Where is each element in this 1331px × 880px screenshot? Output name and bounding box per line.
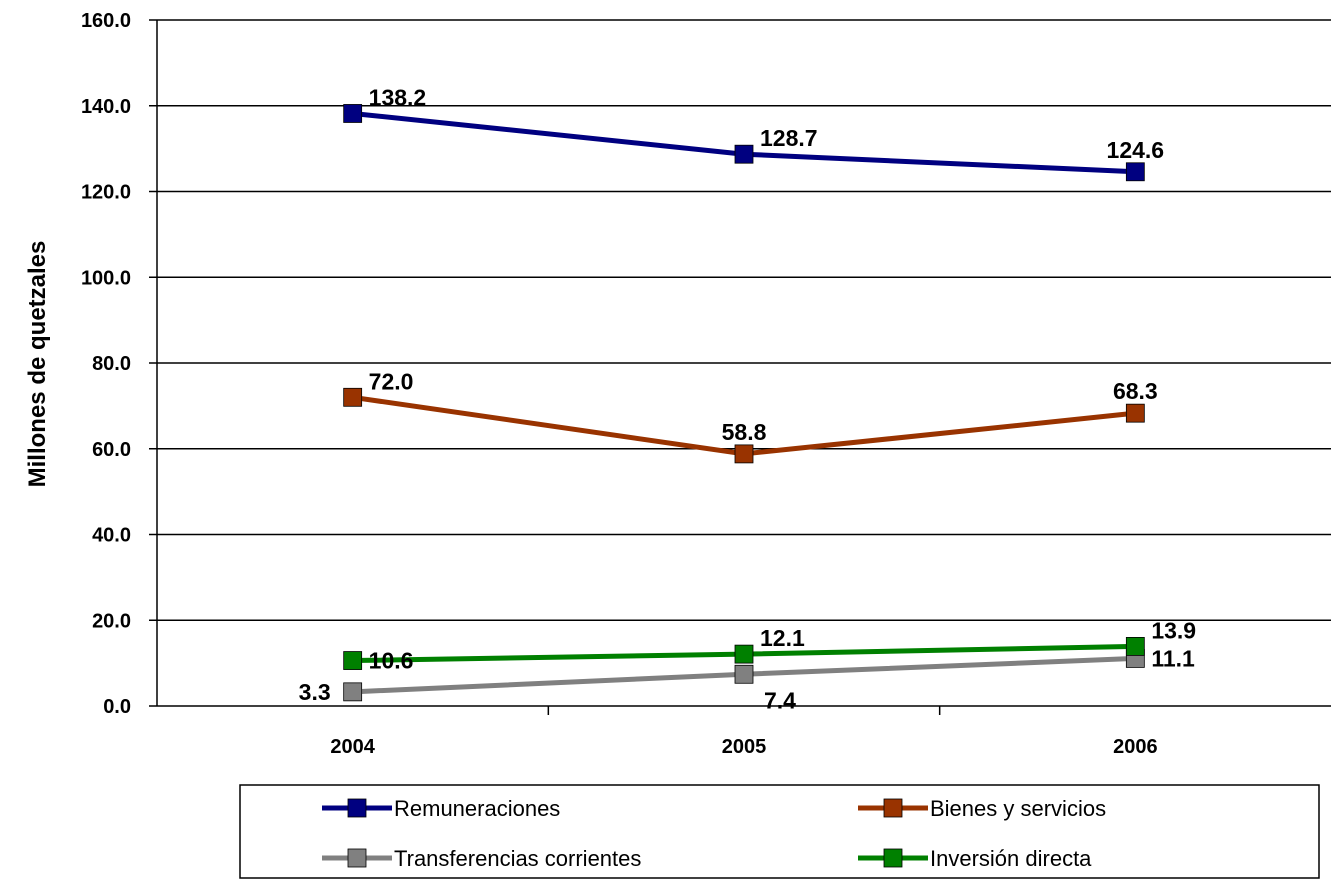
y-tick-label: 120.0 [81, 182, 131, 204]
data-label-remuneraciones: 124.6 [1107, 137, 1165, 163]
y-tick-label: 80.0 [92, 353, 131, 375]
point-inversion [734, 644, 754, 664]
legend-box [239, 784, 1320, 879]
y-tick-label: 100.0 [81, 267, 131, 289]
series [343, 104, 1145, 702]
legend-label-transferencias: Transferencias corrientes [394, 846, 641, 871]
point-bienes [1125, 403, 1145, 423]
data-label-bienes: 68.3 [1113, 378, 1158, 404]
point-bienes [343, 387, 363, 407]
point-transferencias [343, 682, 363, 702]
data-label-inversion: 13.9 [1151, 617, 1196, 643]
point-transferencias [734, 664, 754, 684]
y-tick-label: 0.0 [103, 696, 131, 718]
gridlines [157, 19, 1331, 621]
data-label-transferencias: 11.1 [1151, 645, 1195, 671]
data-label-remuneraciones: 138.2 [369, 84, 427, 110]
y-tick-label: 160.0 [81, 10, 131, 32]
x-tick-label: 2005 [722, 736, 767, 758]
data-label-inversion: 10.6 [369, 648, 414, 674]
x-tick-label: 2006 [1113, 736, 1158, 758]
legend-label-bienes: Bienes y servicios [930, 796, 1106, 821]
legend-marker-bienes [883, 798, 903, 818]
legend-marker-inversion [883, 848, 903, 868]
point-remuneraciones [1125, 162, 1145, 182]
y-tick-label: 20.0 [92, 610, 131, 632]
data-label-transferencias: 3.3 [299, 679, 331, 705]
legend-marker-remuneraciones [347, 798, 367, 818]
data-label-transferencias: 7.4 [764, 687, 796, 713]
data-label-bienes: 58.8 [722, 419, 767, 445]
y-tick-label: 60.0 [92, 439, 131, 461]
data-label-inversion: 12.1 [760, 625, 805, 651]
data-label-bienes: 72.0 [369, 368, 414, 394]
legend-marker-transferencias [347, 848, 367, 868]
legend: Remuneraciones Bienes y servicios Transfer… [239, 784, 1320, 879]
x-tick-label: 2004 [330, 736, 375, 758]
point-remuneraciones [734, 144, 754, 164]
axes: 0.0 20.0 40.0 60.0 80.0 100.0 120.0 140.0 160.0 2… [81, 10, 1331, 758]
data-label-remuneraciones: 128.7 [760, 125, 818, 151]
legend-label-inversion: Inversión directa [930, 846, 1092, 871]
point-inversion [343, 651, 363, 670]
point-inversion [1125, 637, 1145, 656]
data-labels: 138.2 128.7 124.6 72.0 58.8 68.3 3.3 7.4 11.1 10.… [299, 84, 1196, 713]
y-tick-label: 140.0 [81, 96, 131, 118]
y-axis-title: Millones de quetzales [24, 241, 51, 488]
point-bienes [734, 444, 754, 464]
legend-label-remuneraciones: Remuneraciones [394, 796, 560, 821]
point-remuneraciones [343, 104, 363, 123]
y-tick-label: 40.0 [92, 525, 131, 547]
